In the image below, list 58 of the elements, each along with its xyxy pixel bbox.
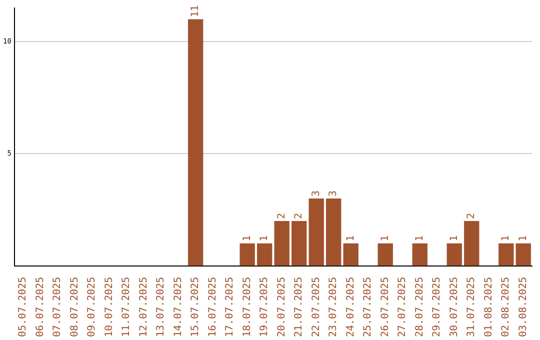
x-tick-label: 24.07.2025 — [345, 276, 356, 338]
x-tick-label: 26.07.2025 — [380, 276, 391, 338]
data-label: 3 — [328, 190, 340, 197]
data-label: 1 — [448, 235, 460, 242]
data-label: 3 — [310, 190, 322, 197]
data-label: 1 — [500, 235, 512, 242]
bar — [343, 243, 358, 266]
bar — [378, 243, 393, 266]
bar — [274, 220, 290, 266]
bar — [256, 243, 272, 266]
x-tick-label: 14.07.2025 — [172, 276, 184, 338]
data-label: 1 — [518, 235, 529, 242]
x-tick-label: 03.08.2025 — [518, 276, 529, 338]
x-tick-label: 08.07.2025 — [69, 276, 80, 338]
data-label: 2 — [466, 212, 478, 219]
x-tick-label: 23.07.2025 — [328, 276, 340, 338]
bar — [326, 198, 342, 266]
x-tick-label: 17.07.2025 — [224, 276, 236, 338]
x-tick-label: 19.07.2025 — [259, 276, 270, 338]
data-label: 2 — [294, 212, 305, 219]
x-tick-label: 25.07.2025 — [362, 276, 374, 338]
bar — [446, 243, 462, 266]
x-tick-label: 27.07.2025 — [397, 276, 408, 338]
data-label: 1 — [345, 235, 356, 242]
data-label: 2 — [276, 212, 288, 219]
x-tick-label: 06.07.2025 — [34, 276, 46, 338]
bar — [292, 220, 307, 266]
x-tick-label: 15.07.2025 — [190, 276, 202, 338]
x-tick-label: 16.07.2025 — [207, 276, 218, 338]
x-tick-label: 12.07.2025 — [138, 276, 150, 338]
bar — [464, 220, 480, 266]
x-tick-label: 29.07.2025 — [432, 276, 443, 338]
bar — [498, 243, 514, 266]
x-tick-label: 11.07.2025 — [121, 276, 132, 338]
bar — [516, 243, 531, 266]
bar — [412, 243, 428, 266]
x-tick-label: 07.07.2025 — [52, 276, 64, 338]
x-tick-label: 21.07.2025 — [294, 276, 305, 338]
bar — [188, 19, 204, 266]
data-label: 11 — [190, 5, 202, 18]
x-tick-label: 02.08.2025 — [500, 276, 512, 338]
x-tick-label: 13.07.2025 — [156, 276, 167, 338]
data-label: 1 — [242, 235, 253, 242]
x-tick-label: 01.08.2025 — [483, 276, 494, 338]
x-tick-label: 22.07.2025 — [310, 276, 322, 338]
x-tick-label: 18.07.2025 — [242, 276, 253, 338]
x-tick-label: 31.07.2025 — [466, 276, 478, 338]
data-label: 1 — [380, 235, 391, 242]
bar — [308, 198, 324, 266]
x-tick-label: 20.07.2025 — [276, 276, 288, 338]
x-tick-label: 30.07.2025 — [448, 276, 460, 338]
x-tick-label: 05.07.2025 — [18, 276, 29, 338]
x-tick-label: 10.07.2025 — [104, 276, 115, 338]
data-label: 1 — [259, 235, 270, 242]
x-tick-label: 28.07.2025 — [414, 276, 426, 338]
data-label: 1 — [414, 235, 426, 242]
x-tick-label: 09.07.2025 — [86, 276, 98, 338]
bar — [240, 243, 255, 266]
